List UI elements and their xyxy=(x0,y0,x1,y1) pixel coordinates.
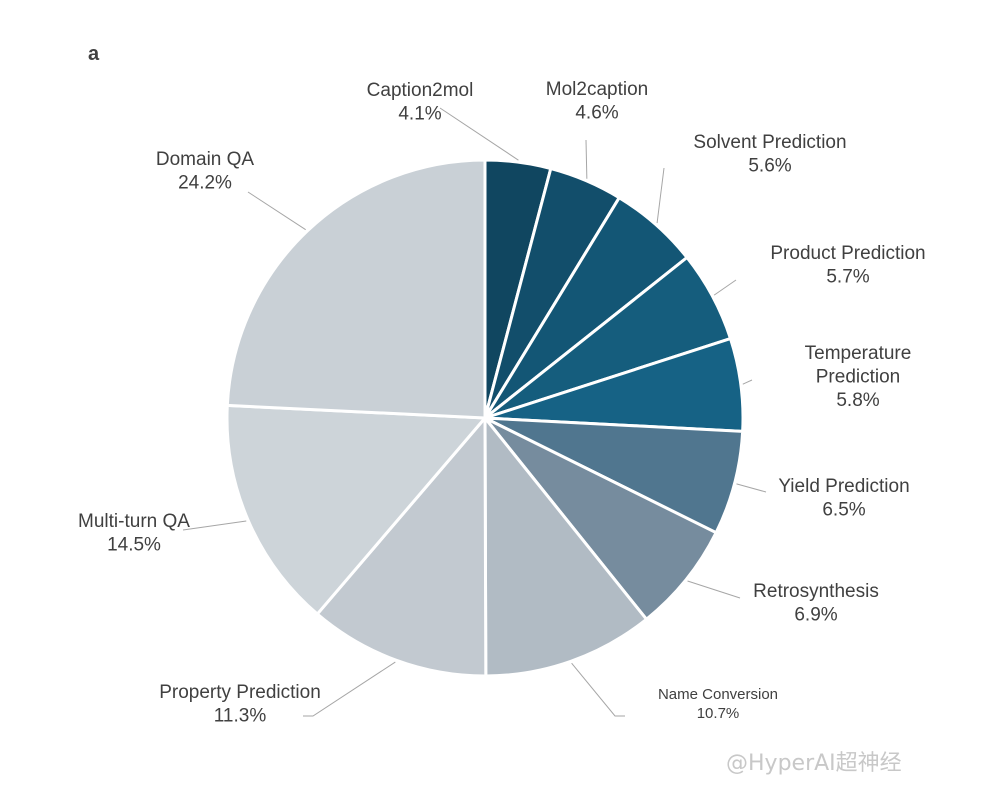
leader-lines xyxy=(182,107,767,717)
leader-retrosynthesis xyxy=(687,580,741,599)
leader-domain-qa xyxy=(247,191,306,231)
leader-temperature-prediction xyxy=(742,379,753,385)
leader-name-conversion xyxy=(571,662,625,717)
leader-property-prediction xyxy=(303,661,396,717)
label-name-conversion: Name Conversion 10.7% xyxy=(658,686,778,722)
label-multi-turn-qa: Multi-turn QA 14.5% xyxy=(78,511,190,556)
slice-labels: Caption2mol 4.1% Mol2caption 4.6% Solvent Pr… xyxy=(78,79,926,727)
slice-retrosynthesis xyxy=(483,416,719,622)
leader-solvent-prediction xyxy=(656,167,665,224)
slice-multi-turn-qa xyxy=(225,403,489,617)
label-retrosynthesis: Retrosynthesis 6.9% xyxy=(753,581,879,626)
leader-yield-prediction xyxy=(736,483,767,493)
slice-domain-qa xyxy=(225,158,487,420)
slice-name-conversion xyxy=(483,413,649,678)
pie-slices xyxy=(225,158,745,678)
slice-property-prediction xyxy=(315,413,488,678)
panel-label: a xyxy=(88,43,100,65)
leader-caption2mol xyxy=(439,107,519,161)
leader-product-prediction xyxy=(713,279,737,296)
label-yield-prediction: Yield Prediction 6.5% xyxy=(778,476,909,521)
label-temperature-prediction: Temperature Prediction 5.8% xyxy=(805,343,912,411)
label-caption2mol: Caption2mol 4.1% xyxy=(367,80,474,125)
label-property-prediction: Property Prediction 11.3% xyxy=(159,682,321,727)
leader-multi-turn-qa xyxy=(182,520,247,531)
label-mol2caption: Mol2caption 4.6% xyxy=(546,79,648,124)
label-domain-qa: Domain QA 24.2% xyxy=(156,149,255,194)
label-product-prediction: Product Prediction 5.7% xyxy=(770,243,925,288)
watermark: @HyperAI超神经 xyxy=(726,751,902,776)
leader-mol2caption xyxy=(585,139,588,179)
label-solvent-prediction: Solvent Prediction 5.6% xyxy=(693,132,846,177)
